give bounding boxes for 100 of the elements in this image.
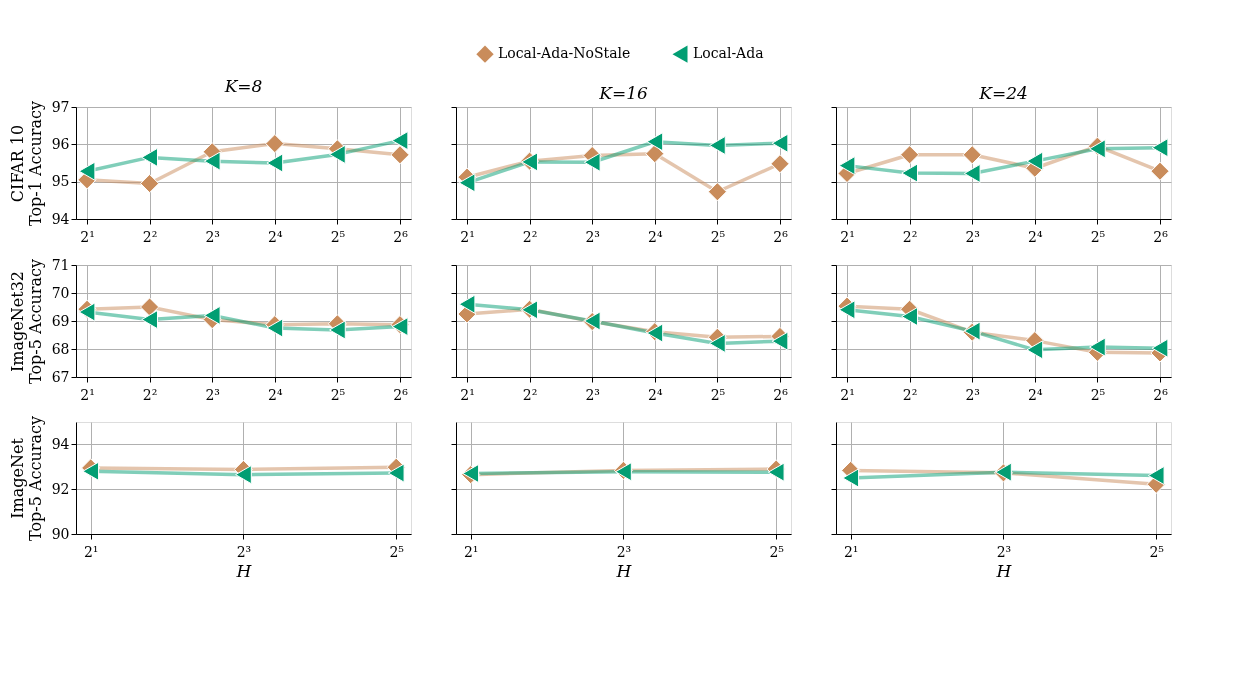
x-tick-label: 2³ — [585, 386, 600, 403]
point — [770, 154, 790, 174]
x-tick-label: 2⁴ — [268, 386, 283, 403]
point — [1147, 465, 1165, 486]
y-axis-title: ImageNet32 Top-5 Accuracy — [7, 259, 45, 384]
point — [771, 133, 789, 153]
x-tick-label: 2⁵ — [769, 543, 785, 560]
y-tick-label: 68 — [51, 340, 70, 357]
x-tick-label: 2² — [522, 228, 538, 245]
point — [645, 144, 665, 164]
x-tick-label: 2⁶ — [773, 386, 789, 403]
x-tick-label: 2³ — [205, 228, 220, 245]
x-tick-label: 2⁵ — [330, 228, 346, 245]
x-tick-label: 2¹ — [460, 228, 475, 245]
y-axis-title: CIFAR 10 Top-1 Accuracy — [7, 101, 45, 226]
x-axis-title: H — [995, 560, 1013, 581]
point — [842, 468, 860, 488]
chart-title: K=24 — [978, 82, 1028, 103]
x-tick-label: 2⁵ — [1090, 386, 1106, 403]
x-tick-label: 2³ — [236, 543, 252, 560]
x-tick-label: 2⁵ — [710, 386, 726, 403]
x-tick-label: 2⁴ — [1028, 386, 1043, 403]
point — [141, 147, 158, 167]
point — [458, 173, 476, 193]
x-tick-label: 2² — [902, 386, 918, 403]
x-tick-label: 2⁴ — [268, 228, 283, 245]
x-tick-label: 2² — [142, 228, 158, 245]
x-tick-label: 2³ — [965, 386, 980, 403]
y-axis-title: ImageNet Top-5 Accuracy — [7, 416, 45, 541]
point — [901, 163, 918, 183]
y-tick-label: 69 — [51, 312, 70, 329]
point — [140, 173, 160, 194]
x-tick-label: 2⁶ — [773, 228, 789, 245]
point — [771, 331, 789, 351]
x-tick-label: 2⁶ — [393, 228, 409, 245]
x-tick-label: 2⁶ — [393, 386, 409, 403]
point — [709, 135, 726, 156]
point — [203, 151, 221, 171]
point — [900, 145, 920, 165]
x-tick-label: 2² — [522, 386, 538, 403]
point — [458, 294, 476, 314]
x-axis-title: H — [615, 560, 633, 581]
x-tick-label: 2⁴ — [648, 386, 663, 403]
point — [1026, 340, 1044, 360]
point — [329, 144, 346, 164]
y-tick-label: 94 — [51, 210, 70, 227]
x-tick-label: 2³ — [205, 386, 220, 403]
y-tick-label: 95 — [51, 173, 70, 190]
y-tick-label: 90 — [51, 525, 70, 542]
x-tick-label: 2¹ — [83, 543, 99, 560]
point — [838, 156, 856, 176]
y-tick-label: 92 — [51, 480, 70, 497]
point — [387, 463, 405, 483]
point — [141, 310, 158, 330]
x-tick-label: 2¹ — [80, 386, 95, 403]
point — [1150, 161, 1170, 181]
x-tick-label: 2⁵ — [1090, 228, 1106, 245]
y-tick-label: 71 — [51, 256, 70, 273]
x-tick-label: 2⁵ — [710, 228, 726, 245]
legend-label: Local-Ada-NoStale — [498, 45, 631, 62]
x-tick-label: 2¹ — [840, 228, 855, 245]
point — [901, 306, 918, 327]
point — [78, 161, 96, 181]
point — [390, 145, 410, 165]
x-tick-label: 2³ — [996, 543, 1012, 560]
point — [583, 152, 601, 172]
x-tick-label: 2⁶ — [1153, 228, 1169, 245]
x-tick-label: 2¹ — [840, 386, 855, 403]
x-tick-label: 2⁵ — [389, 543, 405, 560]
chart-title: K=8 — [223, 76, 263, 96]
x-tick-label: 2¹ — [80, 228, 95, 245]
x-tick-label: 2¹ — [460, 386, 475, 403]
point — [235, 465, 252, 485]
chart-title: K=16 — [598, 82, 648, 103]
x-tick-label: 2² — [142, 386, 158, 403]
point — [266, 153, 284, 173]
x-tick-label: 2⁴ — [1028, 228, 1043, 245]
y-tick-label: 96 — [51, 135, 70, 152]
point — [1151, 138, 1169, 158]
x-tick-label: 2³ — [585, 228, 600, 245]
legend-label: Local-Ada — [693, 45, 764, 62]
point — [1151, 338, 1169, 358]
point — [1089, 337, 1106, 357]
point — [1026, 151, 1044, 171]
point — [707, 182, 727, 202]
y-tick-label: 70 — [51, 284, 70, 301]
x-tick-label: 2⁴ — [648, 228, 663, 245]
x-tick-label: 2⁶ — [1153, 386, 1169, 403]
point — [329, 320, 346, 340]
point — [962, 145, 982, 165]
point — [140, 297, 160, 317]
x-tick-label: 2³ — [616, 543, 632, 560]
x-axis-title: H — [235, 560, 253, 581]
point — [646, 132, 664, 152]
x-tick-label: 2¹ — [463, 543, 479, 560]
y-tick-label: 67 — [51, 368, 70, 385]
y-tick-label: 94 — [51, 435, 70, 452]
x-tick-label: 2⁵ — [330, 386, 346, 403]
x-tick-label: 2³ — [965, 228, 980, 245]
point — [265, 134, 285, 154]
